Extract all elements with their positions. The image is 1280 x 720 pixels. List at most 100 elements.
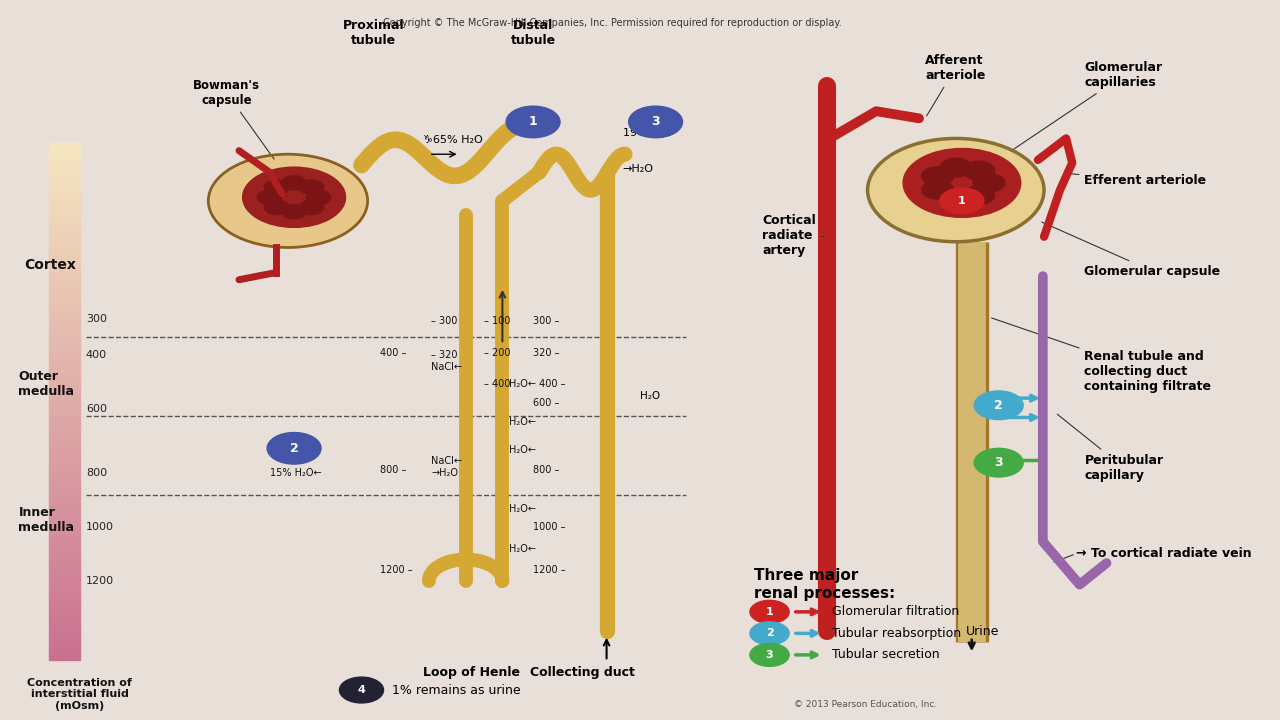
Text: Inner
medulla: Inner medulla [18,506,74,534]
Bar [49,319,79,324]
Bar [49,236,79,242]
Text: 3: 3 [995,456,1004,469]
Text: 300: 300 [86,314,106,324]
Bar [49,562,79,567]
Bar [49,293,79,298]
Text: Tubular secretion: Tubular secretion [832,649,940,662]
Text: H₂O←: H₂O← [508,504,535,514]
Text: Efferent arteriole: Efferent arteriole [1071,174,1207,187]
Bar [49,433,79,438]
Text: 600: 600 [86,404,106,414]
Circle shape [628,106,682,138]
Text: Renal tubule and
collecting duct
containing filtrate: Renal tubule and collecting duct contain… [992,318,1211,393]
Text: H₂O←: H₂O← [508,544,535,554]
Bar [49,438,79,443]
Text: 3: 3 [765,650,773,660]
Text: Peritubular
capillary: Peritubular capillary [1057,414,1164,482]
Circle shape [940,188,984,214]
Bar [49,516,79,521]
Bar [49,428,79,433]
Circle shape [973,174,1005,192]
Bar [49,288,79,293]
Bar [49,469,79,474]
Bar [49,624,79,629]
Text: H₂O: H₂O [640,391,659,401]
Bar [49,567,79,572]
Circle shape [750,600,790,624]
Circle shape [300,200,324,215]
Bar [49,526,79,531]
Circle shape [750,622,790,645]
Bar [49,361,79,366]
Text: 1000 –: 1000 – [532,522,566,532]
Bar [49,613,79,618]
Text: 320 –: 320 – [532,348,559,358]
Bar [49,629,79,634]
Text: 4: 4 [357,685,365,695]
Bar [49,242,79,247]
Bar [49,454,79,459]
Bar [49,464,79,469]
Text: Three major: Three major [754,569,858,583]
Text: 1% remains as urine: 1% remains as urine [392,683,521,696]
Bar [49,267,79,273]
Bar [49,154,79,159]
Text: 3: 3 [652,115,660,128]
Bar [49,412,79,417]
Bar [49,324,79,329]
Bar [49,257,79,262]
Text: 1: 1 [957,196,966,206]
Text: ♑65% H₂O: ♑65% H₂O [422,135,483,145]
Bar [49,355,79,361]
Bar [49,169,79,174]
Bar [49,335,79,340]
Bar [49,174,79,179]
Circle shape [282,176,306,190]
Circle shape [243,167,346,228]
Text: – 300: – 300 [431,315,458,325]
Bar [49,500,79,505]
Text: 1000: 1000 [86,522,114,532]
Text: 400: 400 [86,350,108,360]
Text: 1200 –: 1200 – [380,565,412,575]
Text: Cortex: Cortex [24,258,77,272]
Bar [49,505,79,510]
Circle shape [265,180,289,194]
Bar [49,490,79,495]
Bar [49,443,79,448]
Circle shape [339,677,384,703]
Text: 800: 800 [86,469,108,478]
Text: 600 –: 600 – [532,398,559,408]
Bar [49,603,79,608]
Text: Concentration of
interstitial fluid
(mOsm): Concentration of interstitial fluid (mOs… [27,678,132,711]
Text: Copyright © The McGraw-Hill Companies, Inc. Permission required for reproduction: Copyright © The McGraw-Hill Companies, I… [383,18,842,28]
Bar [49,593,79,598]
Bar [49,541,79,546]
Bar [49,531,79,536]
Bar [49,402,79,407]
Bar [49,572,79,577]
Bar [49,366,79,371]
Circle shape [300,180,324,194]
Text: →H₂O: →H₂O [431,469,458,478]
Bar [49,376,79,381]
Text: → To cortical radiate vein: → To cortical radiate vein [1076,547,1252,560]
Circle shape [974,449,1023,477]
Circle shape [922,181,954,199]
Bar [49,557,79,562]
Bar [49,448,79,454]
Circle shape [904,148,1020,217]
Bar [49,231,79,236]
Bar [49,262,79,267]
Bar [49,371,79,376]
Circle shape [306,190,330,204]
Circle shape [265,200,289,215]
Bar [49,479,79,485]
Bar [49,283,79,288]
Circle shape [257,190,282,204]
Text: 2: 2 [765,629,773,639]
Circle shape [506,106,561,138]
Bar [49,459,79,464]
Bar [49,392,79,397]
Bar [49,598,79,603]
